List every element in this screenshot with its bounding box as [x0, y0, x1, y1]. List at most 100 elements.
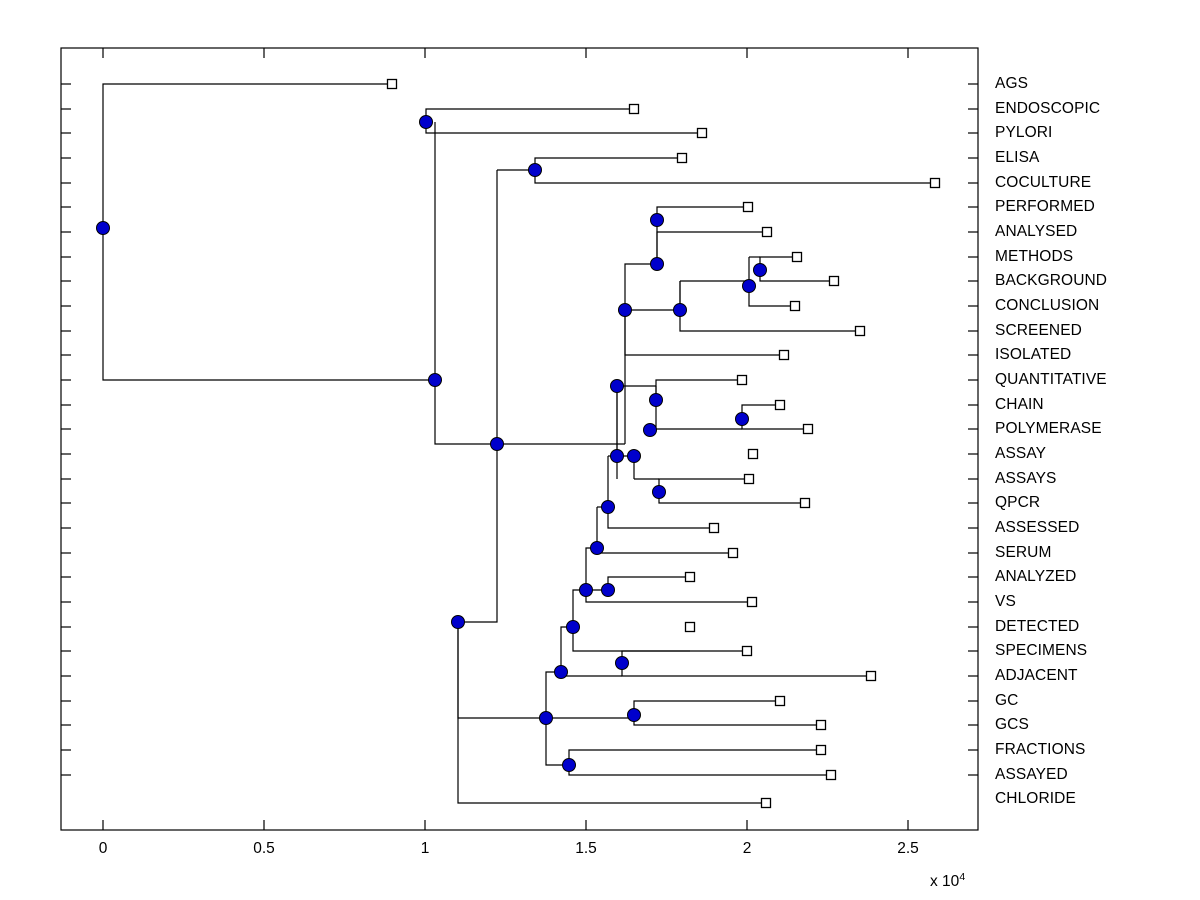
internal-node	[618, 303, 632, 317]
leaf-marker	[929, 177, 941, 189]
leaf-label-background: BACKGROUND	[995, 272, 1108, 289]
leaf-label-isolated: ISOLATED	[995, 346, 1072, 363]
leaf-label-assessed: ASSESSED	[995, 519, 1080, 536]
x-tick-label-0: 0	[98, 840, 108, 857]
leaf-label-serum: SERUM	[995, 544, 1052, 561]
internal-node-markers	[96, 115, 767, 772]
leaf-marker	[778, 349, 790, 361]
internal-node	[643, 423, 657, 437]
internal-node	[649, 393, 663, 407]
leaf-marker	[386, 78, 398, 90]
leaf-label-conclusion: CONCLUSION	[995, 297, 1100, 314]
leaf-marker	[789, 300, 801, 312]
plot-frame	[60, 47, 979, 831]
leaf-marker	[742, 201, 754, 213]
axis-multiplier-exponent: 4	[959, 871, 966, 883]
leaf-label-quantitative: QUANTITATIVE	[995, 371, 1107, 388]
leaf-label-gcs: GCS	[995, 716, 1029, 733]
internal-node	[528, 163, 542, 177]
internal-node	[590, 541, 604, 555]
internal-node	[451, 615, 465, 629]
leaf-marker	[799, 497, 811, 509]
leaf-marker	[747, 448, 759, 460]
leaf-marker	[865, 670, 877, 682]
internal-node	[562, 758, 576, 772]
leaf-marker	[708, 522, 720, 534]
x-tick-label-1-5: 1.5	[575, 840, 597, 857]
leaf-label-adjacent: ADJACENT	[995, 667, 1078, 684]
internal-node	[650, 213, 664, 227]
leaf-marker	[696, 127, 708, 139]
y-axis-ticks-right	[968, 83, 978, 776]
axis-multiplier-label: x 104	[930, 872, 965, 890]
internal-node	[742, 279, 756, 293]
x-tick-label-2-5: 2.5	[897, 840, 919, 857]
leaf-marker	[774, 695, 786, 707]
leaf-label-vs: VS	[995, 593, 1016, 610]
internal-node	[627, 708, 641, 722]
leaf-marker	[743, 473, 755, 485]
internal-node	[610, 379, 624, 393]
leaf-label-assay: ASSAY	[995, 445, 1047, 462]
leaf-label-chain: CHAIN	[995, 396, 1044, 413]
internal-node	[610, 449, 624, 463]
internal-node	[652, 485, 666, 499]
leaf-label-fractions: FRACTIONS	[995, 741, 1086, 758]
leaf-label-endoscopic: ENDOSCOPIC	[995, 100, 1101, 117]
leaf-marker	[684, 621, 696, 633]
leaf-marker	[815, 719, 827, 731]
leaf-marker	[746, 596, 758, 608]
leaf-marker	[815, 744, 827, 756]
leaf-marker	[802, 423, 814, 435]
leaf-marker	[854, 325, 866, 337]
leaf-label-polymerase: POLYMERASE	[995, 420, 1102, 437]
leaf-label-ags: AGS	[995, 75, 1029, 92]
leaf-label-gc: GC	[995, 692, 1019, 709]
internal-node	[554, 665, 568, 679]
internal-node	[539, 711, 553, 725]
leaf-marker	[727, 547, 739, 559]
leaf-marker	[828, 275, 840, 287]
internal-node	[566, 620, 580, 634]
leaf-marker	[736, 374, 748, 386]
leaf-marker	[761, 226, 773, 238]
leaf-label-chloride: CHLORIDE	[995, 790, 1076, 807]
internal-node	[615, 656, 629, 670]
internal-node	[601, 583, 615, 597]
leaf-label-analysed: ANALYSED	[995, 223, 1078, 240]
dendrogram-links	[102, 83, 935, 804]
internal-node	[673, 303, 687, 317]
leaf-label-pylori: PYLORI	[995, 124, 1053, 141]
leaf-label-specimens: SPECIMENS	[995, 642, 1088, 659]
leaf-marker	[774, 399, 786, 411]
leaf-marker	[791, 251, 803, 263]
x-tick-label-2: 2	[742, 840, 752, 857]
leaf-label-qpcr: QPCR	[995, 494, 1041, 511]
leaf-markers	[386, 78, 941, 809]
leaf-label-analyzed: ANALYZED	[995, 568, 1077, 585]
leaf-label-detected: DETECTED	[995, 618, 1080, 635]
x-tick-label-0-5: 0.5	[253, 840, 275, 857]
internal-node	[601, 500, 615, 514]
leaf-marker	[741, 645, 753, 657]
leaf-label-performed: PERFORMED	[995, 198, 1095, 215]
x-axis-ticks	[102, 48, 909, 830]
internal-node	[753, 263, 767, 277]
leaf-label-screened: SCREENED	[995, 322, 1082, 339]
leaf-label-methods: METHODS	[995, 248, 1074, 265]
y-axis-ticks	[61, 83, 71, 776]
leaf-marker	[684, 571, 696, 583]
internal-node	[490, 437, 504, 451]
leaf-label-assayed: ASSAYED	[995, 766, 1068, 783]
leaf-marker	[825, 769, 837, 781]
leaf-marker	[760, 797, 772, 809]
leaf-marker	[628, 103, 640, 115]
internal-node	[419, 115, 433, 129]
leaf-marker	[676, 152, 688, 164]
leaf-label-assays: ASSAYS	[995, 470, 1057, 487]
leaf-label-elisa: ELISA	[995, 149, 1040, 166]
internal-node	[627, 449, 641, 463]
internal-node	[735, 412, 749, 426]
